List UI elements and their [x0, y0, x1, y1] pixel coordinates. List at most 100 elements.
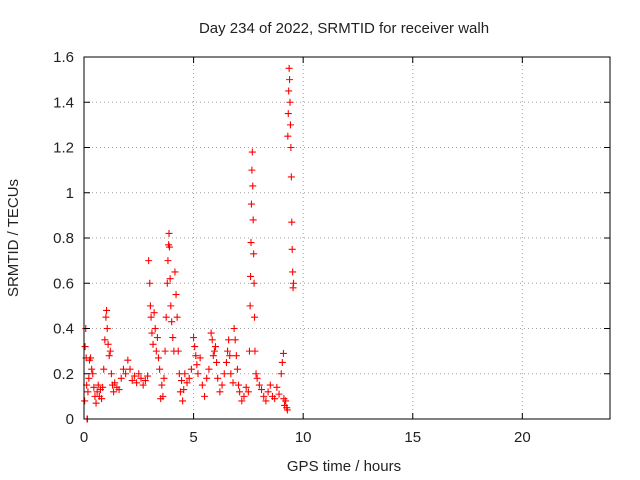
data-point [242, 383, 250, 391]
data-point [128, 377, 136, 385]
x-tick-label: 20 [514, 429, 531, 446]
data-point [277, 370, 285, 378]
data-point [178, 377, 186, 385]
data-point [279, 349, 287, 357]
data-point [230, 325, 238, 332]
data-point [161, 347, 169, 355]
data-point [266, 381, 274, 389]
data-point [275, 390, 283, 398]
data-point [84, 388, 92, 396]
data-point [198, 381, 206, 389]
data-point [251, 313, 259, 321]
data-point [106, 347, 114, 355]
data-point [169, 334, 177, 342]
grid [84, 57, 610, 419]
data-point [179, 397, 187, 405]
y-axis-ticks: 0 0.2 0.4 0.6 0.8 1 1.2 1.4 1.6 [53, 49, 610, 428]
data-point [225, 336, 233, 344]
data-point [152, 347, 160, 355]
data-point [150, 309, 158, 317]
data-point [201, 392, 209, 400]
data-point [111, 379, 119, 387]
data-point [180, 386, 188, 394]
data-point [218, 381, 226, 389]
data-point [166, 275, 174, 283]
data-point [102, 313, 110, 321]
data-point [207, 329, 215, 337]
data-point [100, 365, 108, 373]
data-point [81, 397, 89, 405]
data-point [158, 381, 166, 389]
data-point [232, 352, 240, 360]
data-point [98, 395, 106, 403]
data-point [190, 334, 198, 342]
data-point [271, 395, 279, 403]
data-point [92, 399, 100, 407]
data-point [187, 365, 195, 373]
data-point [103, 306, 111, 314]
data-point [233, 365, 241, 373]
x-axis-label: GPS time / hours [287, 458, 401, 475]
y-tick-label: 0.8 [53, 230, 74, 247]
data-point [264, 388, 272, 396]
data-point [167, 302, 175, 310]
data-point [260, 392, 268, 400]
data-point [89, 370, 97, 378]
data-point [236, 388, 244, 396]
data-point [162, 313, 170, 321]
x-tick-label: 15 [404, 429, 421, 446]
data-point [288, 245, 296, 253]
data-point [286, 98, 294, 106]
data-point [210, 347, 218, 355]
data-point [253, 374, 261, 382]
data-point [283, 406, 291, 414]
chart-title: Day 234 of 2022, SRMTID for receiver wal… [199, 20, 489, 37]
data-point [101, 336, 109, 344]
data-point [122, 370, 130, 378]
data-point [278, 358, 286, 366]
data-point [194, 370, 202, 378]
data-point [226, 352, 234, 360]
data-point [262, 397, 270, 405]
data-point [155, 354, 163, 362]
data-point [286, 121, 294, 129]
y-tick-label: 0.6 [53, 275, 74, 292]
x-tick-label: 5 [189, 429, 197, 446]
data-point [289, 268, 297, 276]
data-point [181, 370, 189, 378]
data-point [282, 397, 290, 405]
data-point [146, 302, 154, 310]
data-point [249, 216, 257, 224]
data-point [247, 272, 255, 280]
data-point [94, 381, 102, 389]
data-point [203, 374, 211, 382]
data-point [130, 372, 138, 380]
data-point [287, 144, 295, 151]
data-point [286, 76, 294, 84]
data-point [252, 370, 260, 378]
y-tick-label: 1 [66, 185, 74, 202]
data-point [117, 374, 125, 382]
data-point [137, 374, 145, 382]
data-point [191, 343, 199, 351]
data-point [222, 358, 230, 366]
data-point [224, 347, 232, 355]
x-axis-ticks: 0 5 10 15 20 [80, 57, 531, 446]
data-point [165, 243, 173, 251]
data-point [147, 313, 155, 321]
y-tick-label: 0.4 [53, 321, 74, 338]
y-tick-label: 0.2 [53, 366, 74, 383]
data-point [247, 239, 255, 247]
data-point [103, 325, 111, 332]
data-point [250, 279, 258, 287]
x-tick-label: 0 [80, 429, 88, 446]
data-point [146, 279, 154, 287]
data-point [258, 386, 266, 394]
data-point [192, 352, 200, 360]
x-tick-label: 10 [295, 429, 312, 446]
data-point [249, 182, 257, 190]
data-point [110, 388, 118, 396]
data-point [247, 200, 255, 208]
data-point [193, 361, 201, 369]
